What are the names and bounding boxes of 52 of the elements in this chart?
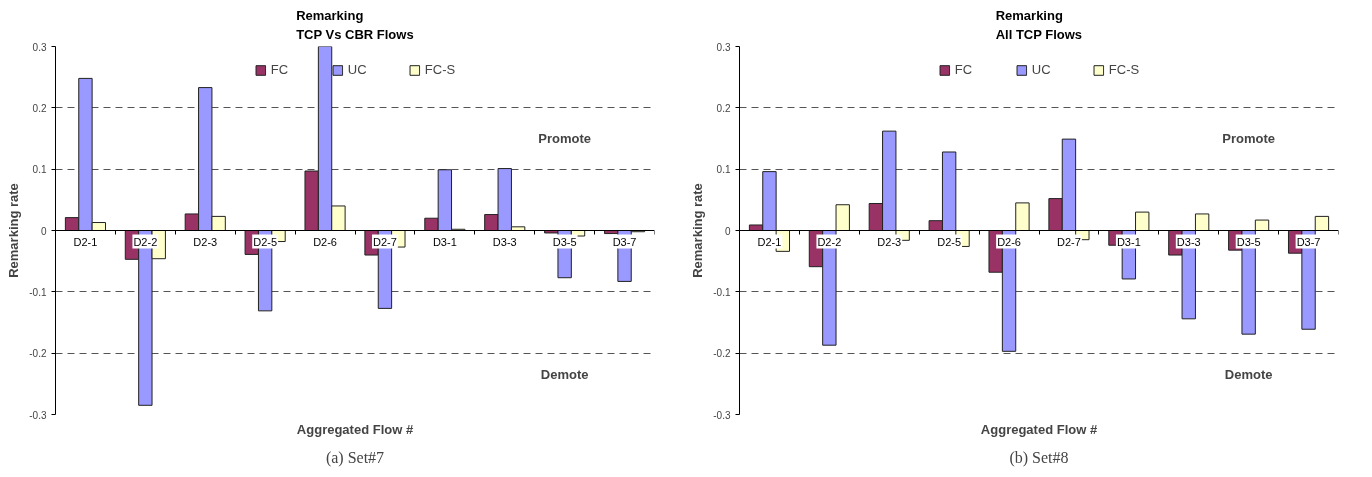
- chart-title: Remarking All TCP Flows: [995, 7, 1083, 42]
- x-axis-title: Aggregated Flow #: [980, 421, 1098, 437]
- y-tick-label: -0.3: [713, 409, 731, 421]
- y-tick-label: -0.1: [29, 286, 47, 298]
- y-tick-label: 0.1: [32, 164, 47, 176]
- x-tick-label: D3-3: [492, 235, 517, 248]
- text: (b) Set#8: [1009, 448, 1069, 467]
- x-tick-label: D2-3: [877, 235, 902, 248]
- y-tick-label: 0.3: [32, 41, 47, 53]
- x-tick-label: D2-3: [193, 235, 218, 248]
- x-tick-label: D2-6: [997, 235, 1021, 248]
- annotation: Promote: [1222, 131, 1276, 146]
- x-tick-label: D3-5: [552, 235, 577, 248]
- legend-label: UC: [347, 62, 368, 77]
- y-axis-title: Remarking rate: [690, 183, 706, 278]
- legend-label: FC-S: [1108, 62, 1140, 77]
- x-tick-label: D2-1: [757, 235, 782, 248]
- y-tick-label: 0: [724, 225, 731, 237]
- chart-title: Remarking TCP Vs CBR Flows: [296, 7, 414, 42]
- legend-label: UC: [1031, 62, 1052, 77]
- y-tick-label: 0.2: [32, 102, 47, 114]
- x-tick-label: D2-1: [73, 235, 98, 248]
- y-tick-label: 0: [40, 225, 47, 237]
- x-tick-label: D2-6: [313, 235, 337, 248]
- x-axis-title: Aggregated Flow #: [296, 421, 414, 437]
- x-tick-label: D2-7: [373, 235, 397, 248]
- y-tick-label: 0.3: [716, 41, 731, 53]
- x-tick-label: D2-5: [253, 235, 278, 248]
- x-tick-label: D2-7: [1057, 235, 1081, 248]
- annotation: Promote: [538, 131, 592, 146]
- y-tick-label: 0.1: [716, 164, 731, 176]
- x-tick-label: D2-2: [133, 235, 158, 248]
- x-tick-label: D3-7: [612, 235, 637, 248]
- y-tick-label: -0.1: [713, 286, 731, 298]
- x-tick-label: D2-2: [817, 235, 842, 248]
- annotation: Demote: [1224, 366, 1273, 382]
- y-tick-label: -0.2: [713, 348, 731, 360]
- x-tick-label: D3-3: [1176, 235, 1201, 248]
- x-tick-label: D3-1: [1116, 235, 1141, 248]
- x-tick-label: D3-7: [1296, 235, 1321, 248]
- text: (a) Set#7: [325, 448, 385, 467]
- y-tick-label: -0.2: [29, 348, 47, 360]
- annotation: Demote: [540, 366, 589, 382]
- x-tick-label: D3-5: [1236, 235, 1261, 248]
- x-tick-label: D3-1: [432, 235, 457, 248]
- legend-label: FC-S: [424, 62, 456, 77]
- legend-label: FC: [270, 62, 290, 77]
- x-tick-label: D2-5: [937, 235, 962, 248]
- y-tick-label: -0.3: [29, 409, 47, 421]
- legend-label: FC: [954, 62, 974, 77]
- y-axis-title: Remarking rate: [6, 183, 22, 278]
- y-tick-label: 0.2: [716, 102, 731, 114]
